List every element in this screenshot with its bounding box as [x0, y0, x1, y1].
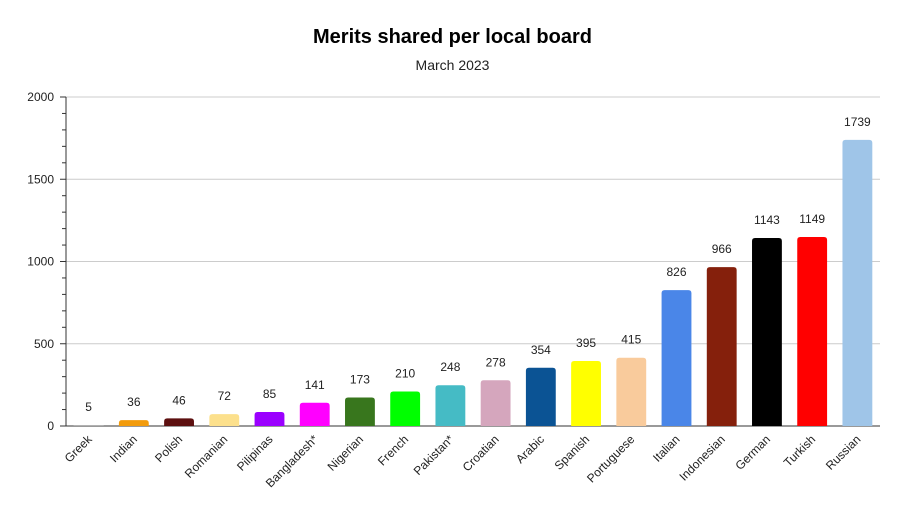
data-label: 85: [263, 387, 277, 401]
data-label: 248: [440, 360, 460, 374]
data-labels: 5 36 46 72 85 141 173 210 248 278 354 395 415 826 966 1…: [85, 115, 871, 414]
bar-spanish: [571, 361, 601, 426]
data-label: 141: [305, 378, 325, 392]
data-label: 1143: [754, 213, 780, 227]
data-label: 1739: [844, 115, 871, 129]
bar-portuguese: [616, 357, 647, 426]
y-tick-label: 0: [47, 419, 54, 433]
category-label: Greek: [62, 432, 96, 466]
bar-indonesian: [706, 267, 737, 426]
category-label: Romanian: [182, 432, 231, 481]
data-label: 5: [85, 400, 92, 414]
data-label: 1149: [799, 212, 825, 226]
category-label: Russian: [823, 432, 864, 473]
data-label: 173: [350, 373, 370, 387]
category-label: Indian: [107, 432, 140, 465]
category-label: Pilipinas: [234, 432, 276, 474]
category-label: Croatian: [460, 432, 502, 474]
y-axis: 0 500 1000 1500 2000: [27, 90, 880, 433]
bars: [73, 139, 873, 426]
bar-french: [390, 391, 421, 426]
y-tick-label: 500: [34, 337, 54, 351]
bar-pilipinas: [254, 412, 285, 426]
bar-nigerian: [345, 397, 375, 426]
category-label: Nigerian: [325, 432, 367, 474]
data-label: 36: [127, 395, 141, 409]
chart-title: Merits shared per local board: [313, 26, 592, 48]
y-tick-label: 2000: [27, 90, 54, 104]
bar-italian: [661, 290, 692, 426]
category-label: Indonesian: [676, 432, 727, 483]
data-label: 278: [486, 355, 506, 369]
bar-romanian: [209, 414, 240, 426]
data-label: 966: [712, 242, 732, 256]
bar-pakistan: [435, 385, 466, 426]
data-label: 354: [531, 343, 551, 357]
category-label: Portuguese: [584, 432, 638, 486]
bar-bangladesh: [299, 402, 330, 426]
category-label: Arabic: [513, 432, 547, 466]
data-label: 395: [576, 336, 596, 350]
y-tick-label: 1000: [27, 255, 54, 269]
bar-arabic: [525, 367, 556, 426]
data-label: 415: [621, 333, 641, 347]
bar-turkish: [797, 236, 828, 426]
category-label: Spanish: [552, 432, 593, 473]
bar-indian: [118, 420, 149, 426]
bar-croatian: [480, 380, 511, 426]
category-label: Pakistan*: [411, 432, 457, 478]
bar-polish: [164, 418, 194, 426]
bar-greek: [73, 425, 104, 426]
data-label: 72: [218, 389, 232, 403]
category-label: Italian: [650, 432, 683, 465]
data-label: 826: [666, 265, 686, 279]
data-label: 210: [395, 366, 415, 380]
category-label: Turkish: [781, 432, 818, 469]
category-label: Polish: [152, 432, 185, 465]
category-label: French: [375, 432, 411, 468]
bar-russian: [842, 139, 873, 426]
data-label: 46: [172, 393, 186, 407]
category-label: German: [733, 432, 774, 473]
grid-lines: [66, 96, 880, 345]
chart-subtitle: March 2023: [415, 57, 490, 73]
bar-german: [752, 237, 782, 426]
y-tick-label: 1500: [27, 172, 54, 186]
